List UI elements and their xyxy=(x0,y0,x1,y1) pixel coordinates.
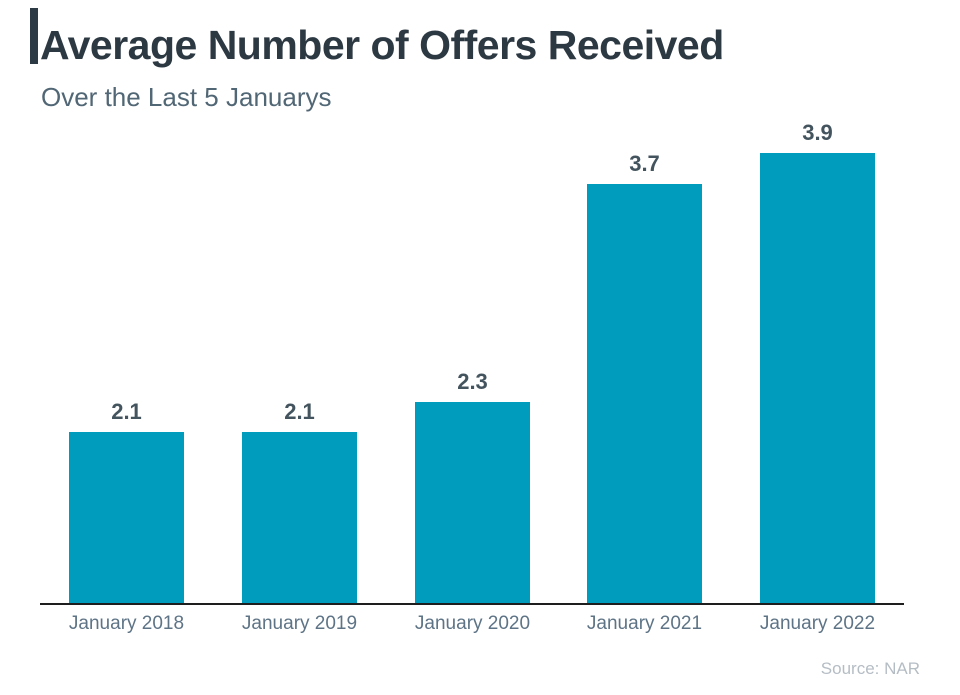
chart-subtitle: Over the Last 5 Januarys xyxy=(41,82,332,112)
bar-value-label: 3.9 xyxy=(802,120,833,145)
bar xyxy=(242,432,357,603)
bar-category-label: January 2021 xyxy=(586,613,703,634)
bar-category-label: January 2022 xyxy=(759,613,876,634)
bar-category-label: January 2020 xyxy=(414,613,531,634)
bar xyxy=(69,432,184,603)
bar-value-label: 2.3 xyxy=(457,369,488,394)
bar-category-label: January 2019 xyxy=(241,613,358,634)
bar-value-label: 2.1 xyxy=(284,399,315,424)
x-axis-line xyxy=(40,603,904,605)
bar-category-label: January 2018 xyxy=(68,613,185,634)
source-note: Source: NAR xyxy=(820,659,920,678)
bar xyxy=(587,184,702,603)
bar-value-label: 3.7 xyxy=(629,151,660,176)
bar-value-label: 2.1 xyxy=(111,399,142,424)
bar xyxy=(415,402,530,603)
accent-bar-decoration xyxy=(30,8,38,64)
chart-title: Average Number of Offers Received xyxy=(40,22,724,68)
bar xyxy=(760,153,875,603)
plot-area: 2.1 2.1 2.3 3.7 3.9 January 2018 January 2019… xyxy=(40,0,904,640)
